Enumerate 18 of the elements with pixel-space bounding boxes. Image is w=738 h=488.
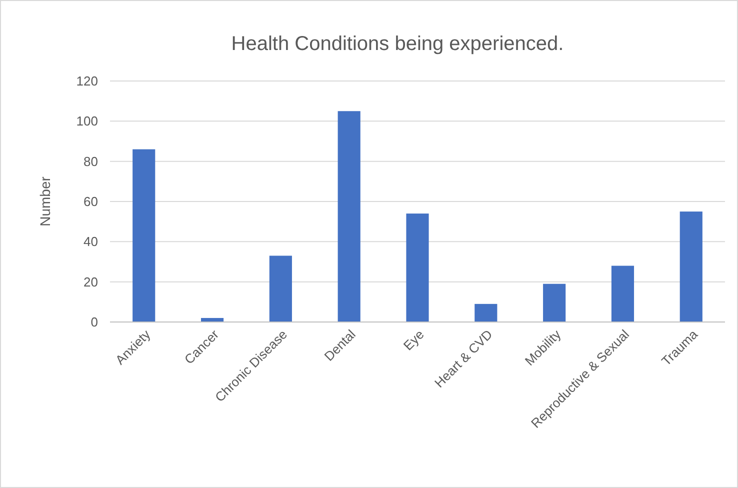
bar	[269, 256, 292, 322]
y-tick-label: 20	[84, 274, 98, 290]
y-tick-label: 100	[76, 114, 98, 129]
y-tick-label: 0	[90, 314, 98, 330]
bar	[611, 266, 634, 322]
y-tick-label: 40	[84, 234, 98, 250]
bar	[406, 214, 429, 322]
y-tick-label: 80	[84, 154, 98, 169]
bar	[680, 212, 702, 322]
x-tick-label: Eye	[400, 326, 427, 354]
bar	[132, 149, 156, 322]
bar	[474, 304, 498, 322]
chart-title: Health Conditions being experienced.	[231, 33, 564, 55]
y-axis-title: Number	[37, 176, 53, 226]
bar	[543, 284, 566, 322]
y-tick-label: 120	[76, 74, 98, 89]
bar	[338, 111, 360, 322]
y-tick-label: 60	[84, 194, 98, 210]
